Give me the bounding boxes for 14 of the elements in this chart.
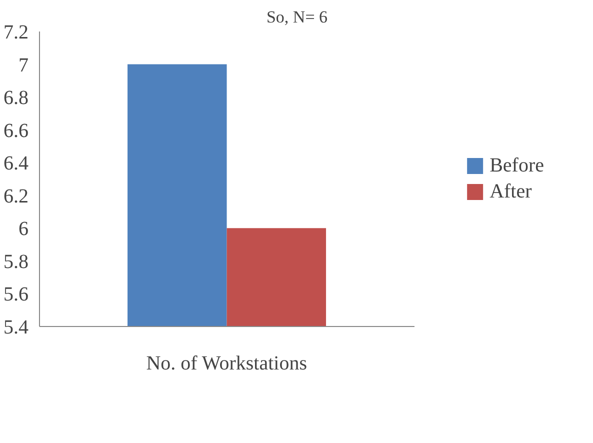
y-tick-label: 7.2 bbox=[4, 22, 28, 44]
y-tick-label: 5.4 bbox=[4, 316, 28, 338]
x-tick-label: No. of Workstations bbox=[146, 352, 308, 374]
y-tick-label: 6.4 bbox=[4, 152, 28, 175]
y-tick-label: 5.8 bbox=[4, 250, 28, 273]
legend-label: After bbox=[490, 180, 532, 203]
legend-label: Before bbox=[490, 154, 544, 177]
y-tick-label: 7 bbox=[18, 54, 28, 76]
y-tick-label: 6.2 bbox=[4, 185, 28, 208]
y-tick-label: 6.6 bbox=[4, 120, 28, 142]
y-tick-label: 6 bbox=[18, 218, 28, 240]
y-tick-label: 6.8 bbox=[4, 87, 28, 110]
chart-title: So, N= 6 bbox=[266, 8, 328, 26]
y-tick-label: 5.6 bbox=[4, 284, 28, 306]
